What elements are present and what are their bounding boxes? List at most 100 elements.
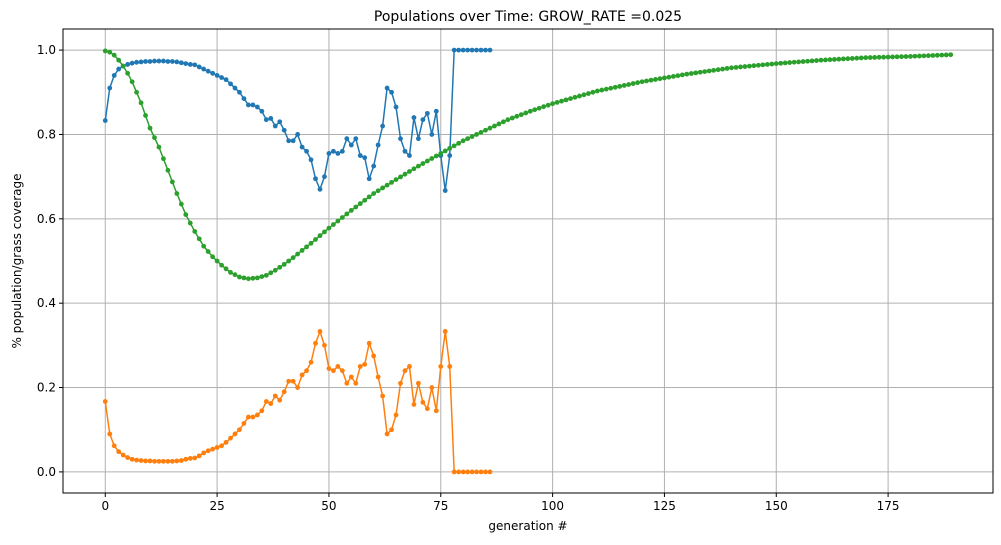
y-tick-label: 0.4	[37, 296, 56, 310]
data-point	[232, 85, 238, 91]
data-point	[196, 236, 202, 242]
data-point	[129, 79, 135, 85]
y-axis: 0.0 0.2 0.4 0.6 0.8 1.0	[37, 43, 63, 479]
data-point	[585, 91, 591, 96]
data-point	[433, 108, 439, 114]
data-point	[814, 58, 819, 63]
data-point	[407, 364, 412, 369]
data-point	[603, 86, 609, 92]
y-tick-label: 0.0	[37, 465, 56, 479]
data-point	[322, 174, 327, 180]
data-point	[366, 176, 372, 182]
data-point	[348, 142, 354, 148]
data-point	[353, 380, 359, 386]
data-point	[917, 53, 922, 59]
data-point	[509, 115, 515, 121]
x-tick-label: 75	[433, 499, 448, 513]
data-point	[577, 93, 582, 99]
series-2	[102, 48, 954, 282]
data-point	[304, 244, 309, 250]
data-point	[152, 135, 157, 141]
data-point	[263, 117, 269, 123]
data-point	[134, 457, 139, 463]
data-point	[272, 123, 278, 129]
data-point	[357, 153, 363, 158]
data-point	[465, 469, 471, 475]
data-point	[348, 207, 354, 213]
data-point	[554, 100, 560, 105]
data-point	[751, 63, 757, 69]
data-point	[353, 204, 359, 210]
data-point	[934, 52, 940, 58]
data-point	[143, 59, 148, 64]
data-point	[241, 96, 247, 101]
data-point	[559, 98, 564, 104]
data-point	[715, 67, 721, 73]
data-point	[116, 66, 122, 72]
data-point	[402, 171, 408, 177]
data-point	[720, 66, 725, 72]
data-point	[693, 70, 699, 76]
data-point	[460, 47, 466, 53]
data-point	[277, 119, 283, 125]
data-point	[545, 102, 551, 108]
x-tick-label: 0	[101, 499, 109, 513]
data-point	[107, 431, 113, 437]
data-point	[107, 85, 113, 91]
data-point	[590, 89, 596, 95]
data-point	[523, 110, 529, 116]
data-point	[201, 66, 207, 72]
data-point	[366, 340, 372, 346]
data-point	[514, 113, 520, 119]
data-point	[496, 121, 502, 127]
data-point	[371, 163, 377, 169]
data-point	[447, 364, 453, 369]
data-point	[210, 446, 216, 452]
data-point	[331, 222, 336, 227]
data-point	[116, 449, 122, 455]
data-point	[223, 439, 229, 445]
data-point	[424, 110, 430, 116]
data-point	[447, 145, 453, 151]
data-point	[125, 70, 131, 76]
data-point	[308, 359, 314, 365]
data-point	[187, 456, 193, 461]
data-point	[308, 157, 314, 163]
data-point	[402, 368, 408, 374]
x-tick-label: 125	[653, 499, 676, 513]
data-point	[107, 49, 113, 55]
data-point	[214, 73, 220, 78]
data-point	[147, 125, 153, 131]
data-point	[357, 364, 363, 369]
data-point	[272, 393, 278, 399]
data-point	[375, 374, 381, 380]
data-point	[858, 55, 864, 61]
data-point	[111, 443, 117, 449]
data-point	[845, 56, 851, 62]
data-point	[134, 59, 139, 65]
data-point	[411, 166, 417, 172]
data-point	[169, 458, 175, 464]
data-point	[429, 385, 435, 390]
data-point	[290, 255, 296, 261]
data-point	[129, 456, 135, 462]
data-point	[823, 57, 828, 63]
data-point	[268, 270, 274, 276]
data-point	[451, 469, 457, 475]
data-point	[688, 71, 694, 76]
data-point	[335, 218, 341, 224]
data-point	[912, 53, 918, 59]
data-point	[362, 361, 368, 367]
data-point	[787, 60, 793, 65]
data-point	[380, 393, 386, 399]
data-point	[286, 258, 292, 264]
data-point	[116, 57, 122, 63]
data-point	[630, 81, 636, 86]
data-point	[483, 47, 488, 53]
data-point	[138, 59, 144, 65]
data-point	[460, 138, 466, 144]
data-point	[456, 47, 462, 53]
data-point	[241, 275, 247, 281]
y-tick-label: 0.8	[37, 127, 56, 141]
